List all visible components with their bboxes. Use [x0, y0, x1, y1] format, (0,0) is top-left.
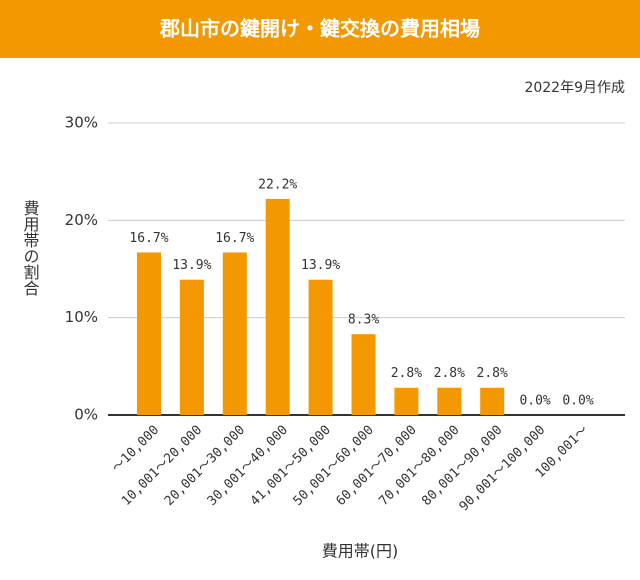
bar	[265, 198, 290, 415]
x-tick-label: 80,001〜90,000	[419, 423, 505, 509]
value-label: 2.8%	[391, 366, 422, 381]
chart-subtitle: 2022年9月作成	[524, 80, 625, 96]
bar	[308, 279, 333, 415]
x-tick-label: 50,001〜60,000	[291, 423, 377, 509]
value-label: 13.9%	[301, 258, 340, 273]
bar	[394, 387, 419, 415]
value-label: 16.7%	[129, 231, 168, 246]
x-tick-label: 10,001〜20,000	[119, 423, 205, 509]
x-axis-label: 費用帯(円)	[322, 542, 399, 561]
y-tick-label: 30%	[65, 114, 98, 132]
title-banner	[0, 0, 640, 58]
y-tick-label: 20%	[65, 211, 98, 229]
chart-title: 郡山市の鍵開け・鍵交換の費用相場	[159, 17, 480, 41]
value-label: 0.0%	[519, 394, 550, 409]
value-label: 22.2%	[258, 177, 297, 192]
bar	[480, 387, 505, 415]
value-label: 2.8%	[434, 366, 465, 381]
value-label: 16.7%	[215, 231, 254, 246]
y-tick-label: 10%	[65, 308, 98, 326]
y-tick-label: 0%	[74, 406, 98, 424]
bar	[137, 252, 161, 415]
bar	[222, 252, 247, 415]
value-label: 13.9%	[172, 258, 211, 273]
bar	[179, 279, 204, 415]
x-tick-label: 41,001〜50,000	[248, 423, 334, 509]
y-axis-label: 費用帯の割合	[21, 200, 40, 296]
bar	[437, 387, 462, 415]
value-label: 2.8%	[477, 366, 508, 381]
x-tick-label: 20,001〜30,000	[162, 423, 248, 509]
bar	[351, 334, 376, 415]
x-tick-label: 30,001〜40,000	[205, 423, 291, 509]
x-tick-label: 70,001〜80,000	[376, 423, 462, 509]
x-tick-label: 60,001〜70,000	[333, 423, 419, 509]
value-label: 0.0%	[562, 394, 593, 409]
value-label: 8.3%	[348, 313, 379, 328]
